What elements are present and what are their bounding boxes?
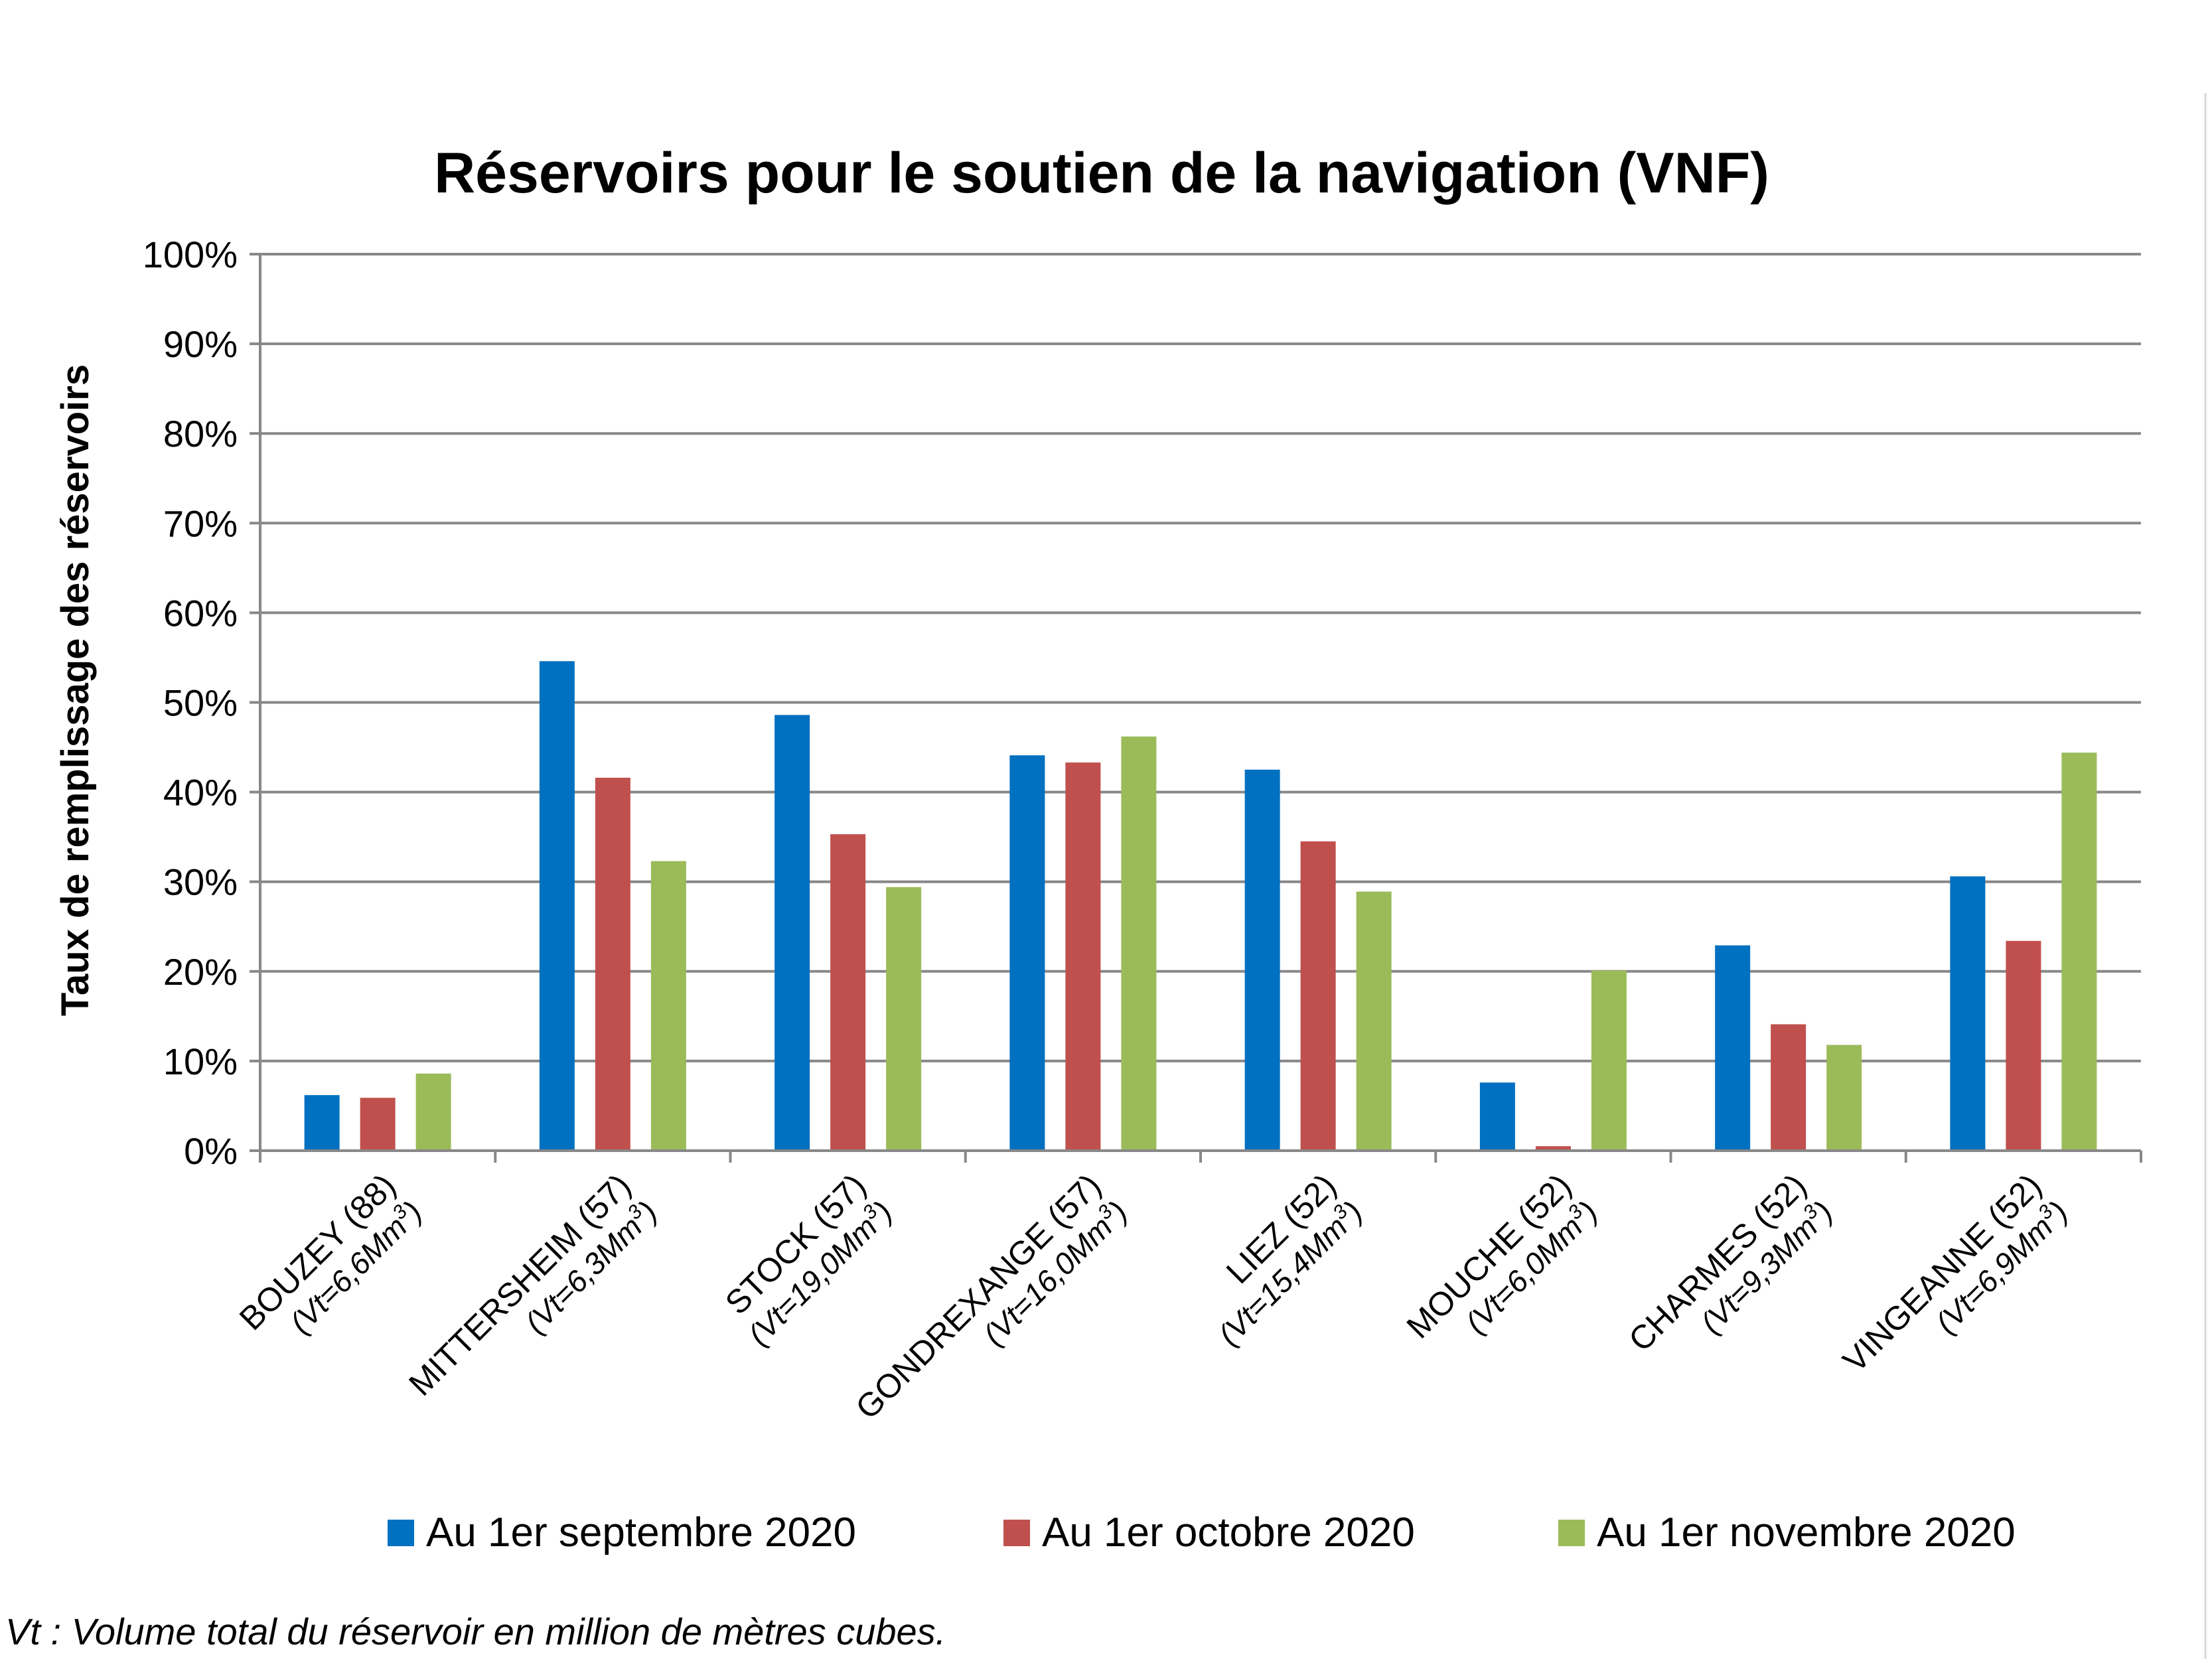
legend-label: Au 1er septembre 2020 [426, 1510, 856, 1555]
legend: Au 1er septembre 2020 Au 1er octobre 2020… [388, 1510, 2016, 1555]
bar-2-7 [1771, 1024, 1806, 1151]
bar-2-2 [595, 777, 630, 1151]
legend-swatch [1003, 1520, 1030, 1546]
y-tick-label: 60% [163, 592, 238, 634]
y-axis-label: Taux de remplissage des réservoirs [54, 364, 97, 1016]
y-tick-label: 100% [143, 234, 238, 275]
y-tick-label: 0% [184, 1130, 238, 1172]
bar-1-4 [1009, 755, 1045, 1151]
y-tick-label: 80% [163, 413, 238, 455]
x-category-label: STOCK (57)(Vt=19,0Mm3) [718, 1167, 899, 1352]
bar-2-6 [1535, 1146, 1571, 1151]
bar-3-1 [415, 1073, 451, 1151]
bar-1-2 [539, 661, 575, 1151]
bar-2-8 [2006, 940, 2041, 1151]
legend-label: Au 1er novembre 2020 [1597, 1510, 2016, 1555]
footnote: Vt : Volume total du réservoir en millio… [5, 1611, 946, 1652]
bar-1-6 [1479, 1082, 1515, 1151]
bar-1-7 [1715, 945, 1751, 1151]
y-tick-label: 20% [163, 951, 238, 993]
bar-3-8 [2061, 753, 2097, 1151]
x-category-label: VINGEANNE (52)(Vt=6,9Mm3) [1836, 1167, 2074, 1380]
y-tick-label: 70% [163, 502, 238, 544]
bar-3-3 [886, 887, 922, 1151]
gridlines [250, 253, 2141, 1152]
chart-title: Réservoirs pour le soutien de la navigat… [434, 141, 1769, 205]
bar-1-5 [1244, 769, 1280, 1151]
bar-2-5 [1300, 841, 1336, 1151]
legend-label: Au 1er octobre 2020 [1042, 1510, 1415, 1555]
x-category-label: MITTERSHEIM (57)(Vt=6,3Mm3) [402, 1167, 664, 1403]
x-axis-labels: BOUZEY (88)(Vt=6,6Mm3)MITTERSHEIM (57)(V… [232, 1167, 2075, 1426]
x-category-label: CHARMES (52)(Vt=9,3Mm3) [1621, 1167, 1839, 1358]
y-tick-label: 30% [163, 861, 238, 903]
axes [259, 254, 2142, 1163]
bar-3-2 [650, 861, 686, 1151]
y-tick-label: 40% [163, 772, 238, 814]
bar-1-1 [304, 1095, 340, 1151]
y-tick-label: 50% [163, 682, 238, 724]
bars [304, 661, 2097, 1151]
legend-swatch [1558, 1520, 1585, 1546]
x-category-label: MOUCHE (52)(Vt=6,0Mm3) [1400, 1167, 1604, 1345]
bar-3-7 [1826, 1045, 1862, 1151]
bar-3-6 [1591, 970, 1627, 1151]
category-name: GONDREXANGE (57) [848, 1167, 1108, 1426]
legend-swatch [388, 1520, 414, 1546]
y-tick-label: 10% [163, 1041, 238, 1082]
category-name: MITTERSHEIM (57) [402, 1167, 638, 1403]
y-axis-ticks: 0% 10% 20% 30% 40% 50% 60% 70% 80% 90% 100% [143, 234, 238, 1172]
y-tick-label: 90% [163, 323, 238, 365]
bar-2-4 [1065, 762, 1101, 1151]
bar-2-3 [830, 834, 866, 1151]
x-category-label: BOUZEY (88)(Vt=6,6Mm3) [232, 1167, 429, 1340]
bar-3-4 [1121, 736, 1157, 1151]
bar-1-8 [1950, 876, 1986, 1151]
x-category-label: GONDREXANGE (57)(Vt=16,0Mm3) [848, 1167, 1134, 1426]
bar-3-5 [1356, 891, 1392, 1151]
x-category-label: LIEZ (52)(Vt=15,4Mm3) [1211, 1167, 1368, 1352]
bar-1-3 [774, 715, 810, 1151]
bar-2-1 [360, 1098, 396, 1151]
